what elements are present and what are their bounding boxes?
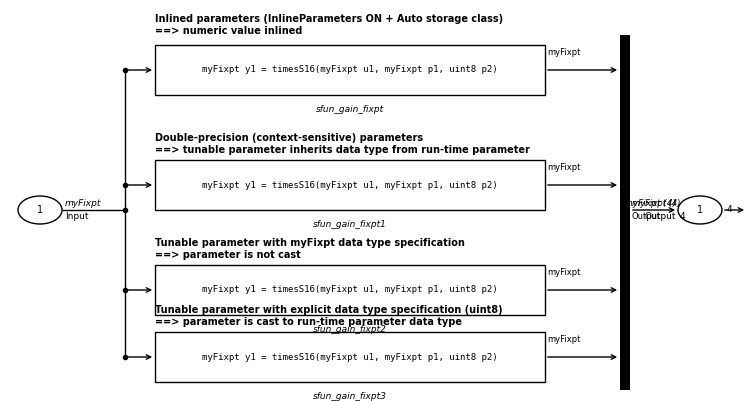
Text: myFixpt: myFixpt <box>65 199 102 208</box>
Text: ==> parameter is not cast: ==> parameter is not cast <box>155 250 301 260</box>
Text: myFixpt: myFixpt <box>547 268 581 277</box>
Text: sfun_gain_fixpt3: sfun_gain_fixpt3 <box>313 392 387 401</box>
Text: 1: 1 <box>37 205 43 215</box>
Bar <box>155 332 545 382</box>
Text: Output: Output <box>632 212 661 221</box>
Text: Inlined parameters (InlineParameters ON + Auto storage class): Inlined parameters (InlineParameters ON … <box>155 14 503 24</box>
Text: myFixpt (4): myFixpt (4) <box>632 199 681 208</box>
Text: Tunable parameter with explicit data type specification (uint8): Tunable parameter with explicit data typ… <box>155 305 502 315</box>
Text: myFixpt y1 = timesS16(myFixpt u1, myFixpt p1, uint8 p2): myFixpt y1 = timesS16(myFixpt u1, myFixp… <box>202 180 498 190</box>
Text: Tunable parameter with myFixpt data type specification: Tunable parameter with myFixpt data type… <box>155 238 465 248</box>
Text: Input: Input <box>65 212 89 221</box>
Text: myFixpt y1 = timesS16(myFixpt u1, myFixpt p1, uint8 p2): myFixpt y1 = timesS16(myFixpt u1, myFixp… <box>202 286 498 294</box>
Text: Double-precision (context-sensitive) parameters: Double-precision (context-sensitive) par… <box>155 133 423 143</box>
Text: 4: 4 <box>727 205 732 215</box>
Text: myFixpt: myFixpt <box>547 163 581 172</box>
Bar <box>620 35 630 390</box>
Text: 1: 1 <box>697 205 703 215</box>
Text: myFixpt: myFixpt <box>547 48 581 57</box>
Text: Output: Output <box>644 212 676 221</box>
Bar <box>155 160 545 210</box>
Text: 4: 4 <box>680 212 686 221</box>
Text: ==> tunable parameter inherits data type from run-time parameter: ==> tunable parameter inherits data type… <box>155 145 530 155</box>
Text: ==> numeric value inlined: ==> numeric value inlined <box>155 26 302 36</box>
Text: myFixpt (4): myFixpt (4) <box>624 199 676 208</box>
Text: myFixpt y1 = timesS16(myFixpt u1, myFixpt p1, uint8 p2): myFixpt y1 = timesS16(myFixpt u1, myFixp… <box>202 352 498 361</box>
Bar <box>155 45 545 95</box>
Text: myFixpt: myFixpt <box>547 335 581 344</box>
Text: sfun_gain_fixpt1: sfun_gain_fixpt1 <box>313 220 387 229</box>
Text: ==> parameter is cast to run-time parameter data type: ==> parameter is cast to run-time parame… <box>155 317 462 327</box>
Bar <box>155 265 545 315</box>
Text: myFixpt y1 = timesS16(myFixpt u1, myFixpt p1, uint8 p2): myFixpt y1 = timesS16(myFixpt u1, myFixp… <box>202 65 498 75</box>
Text: sfun_gain_fixpt2: sfun_gain_fixpt2 <box>313 325 387 334</box>
Text: sfun_gain_fixpt: sfun_gain_fixpt <box>316 105 384 114</box>
